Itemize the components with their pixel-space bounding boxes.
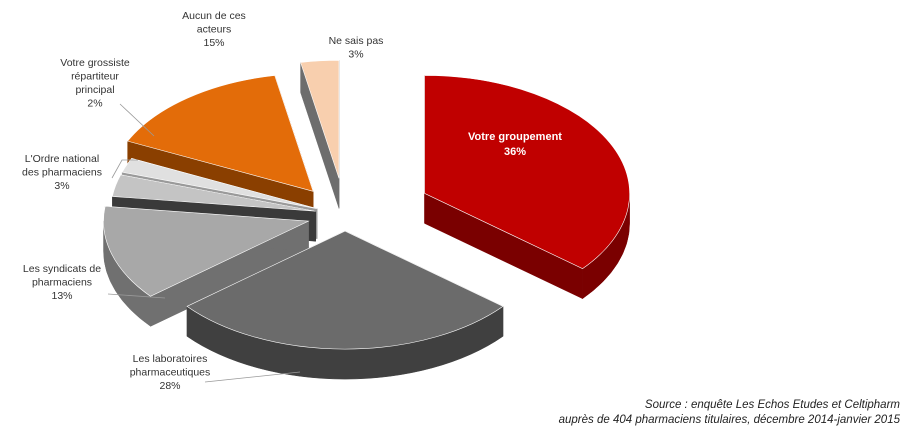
- pie-slice-1: [186, 230, 504, 350]
- slice-label-6: Ne sais pas 3%: [329, 35, 384, 61]
- source-line-2: auprès de 404 pharmaciens titulaires, dé…: [558, 414, 900, 426]
- pie-slice-4: [121, 158, 318, 209]
- pie-slice-5: [127, 75, 314, 192]
- slice-label-1: Les laboratoires pharmaceutiques 28%: [130, 353, 211, 392]
- pie-slice-0: [424, 75, 630, 269]
- source-note: Source : enquête Les Echos Etudes et Cel…: [559, 398, 900, 428]
- pie-slice-3: [111, 174, 316, 212]
- pie-tops: [103, 60, 630, 350]
- leader-line-1: [204, 371, 301, 383]
- slice-label-4: Votre grossiste répartiteur principal 2%: [60, 57, 130, 110]
- pie-slice-6: [300, 60, 340, 179]
- leader-line-3: [111, 159, 138, 179]
- slice-label-3: L'Ordre national des pharmaciens 3%: [22, 153, 102, 192]
- slice-label-2: Les syndicats de pharmaciens 13%: [23, 263, 101, 302]
- pie-slice-2: [103, 205, 310, 297]
- source-line-1: Source : enquête Les Echos Etudes et Cel…: [644, 399, 900, 411]
- slice-label-0: Votre groupement 36%: [468, 131, 562, 158]
- leader-line-2: [107, 293, 166, 299]
- slice-label-5: Aucun de ces acteurs 15%: [182, 10, 246, 49]
- leader-line-4: [119, 103, 155, 137]
